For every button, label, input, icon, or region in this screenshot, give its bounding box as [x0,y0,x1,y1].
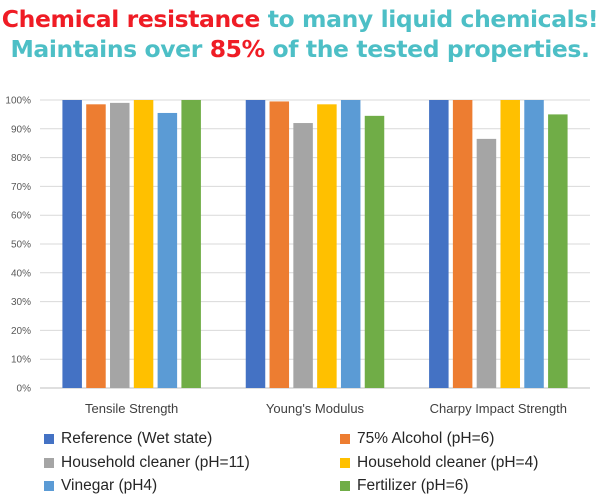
legend-item: 75% Alcohol (pH=6) [340,430,494,448]
bar [86,104,106,388]
headline-text: of the tested properties. [264,35,590,63]
bar [110,102,130,388]
legend-swatch [340,481,350,491]
legend-label: Vinegar (pH4) [61,477,158,494]
legend-item: Household cleaner (pH=4) [340,454,538,472]
y-tick-label: 50% [11,240,31,251]
y-tick-label: 40% [11,268,31,279]
y-tick-label: 90% [11,124,31,135]
bar [548,114,568,389]
headline-line-2: Maintains over 85% of the tested propert… [0,34,600,64]
legend-label: Fertilizer (pH=6) [357,477,469,494]
bar [340,100,361,388]
y-tick-label: 70% [11,182,31,193]
y-tick-label: 80% [11,153,31,164]
legend-item: Vinegar (pH4) [44,477,157,495]
y-tick-label: 60% [11,211,31,222]
bar [62,100,82,388]
bar [524,100,544,388]
headline-text: to many liquid chemicals! [259,5,599,33]
x-axis-labels: Tensile Strength Young's Modulus Charpy Im… [85,401,567,416]
bar [269,101,290,388]
headline-line-1: Chemical resistance to many liquid chemi… [0,4,600,34]
legend-swatch [44,481,54,491]
headline-emphasis: 85% [209,35,265,63]
y-tick-label: 20% [11,326,31,337]
bar [133,100,154,388]
headline-emphasis: Chemical resistance [1,5,261,33]
legend-label: 75% Alcohol (pH=6) [357,430,495,447]
y-tick-label: 100% [5,96,31,107]
headline-text: Maintains over [10,35,210,63]
legend-item: Fertilizer (pH=6) [340,477,469,495]
legend-label: Household cleaner (pH=4) [357,454,539,471]
legend-label: Household cleaner (pH=11) [61,454,250,471]
bar [452,100,473,388]
bar [364,115,385,388]
bar [317,104,337,388]
legend-item: Household cleaner (pH=11) [44,454,250,472]
x-category-label: Charpy Impact Strength [430,401,567,416]
x-category-label: Tensile Strength [85,401,178,416]
x-category-label: Young's Modulus [266,401,365,416]
legend-swatch [44,434,54,444]
legend-swatch [340,434,350,444]
bar [157,112,178,389]
legend-swatch [340,458,350,468]
y-tick-label: 30% [11,297,31,308]
y-axis-ticks: 0% 10% 20% 30% 40% 50% 60% 70% 80% 90% 100% [5,96,31,395]
bar [500,100,520,388]
bar [245,100,266,388]
bar-chart: 0% 10% 20% 30% 40% 50% 60% 70% 80% 90% 100% Tensil… [5,96,590,416]
bar [293,123,313,388]
bars [62,100,568,389]
gridlines [40,99,590,389]
bar [429,100,449,388]
bar [181,100,201,388]
bar [476,138,497,388]
y-tick-label: 10% [11,355,31,366]
y-tick-label: 0% [17,384,32,395]
legend-item: Reference (Wet state) [44,430,212,448]
legend-swatch [44,458,54,468]
legend-label: Reference (Wet state) [61,430,213,447]
